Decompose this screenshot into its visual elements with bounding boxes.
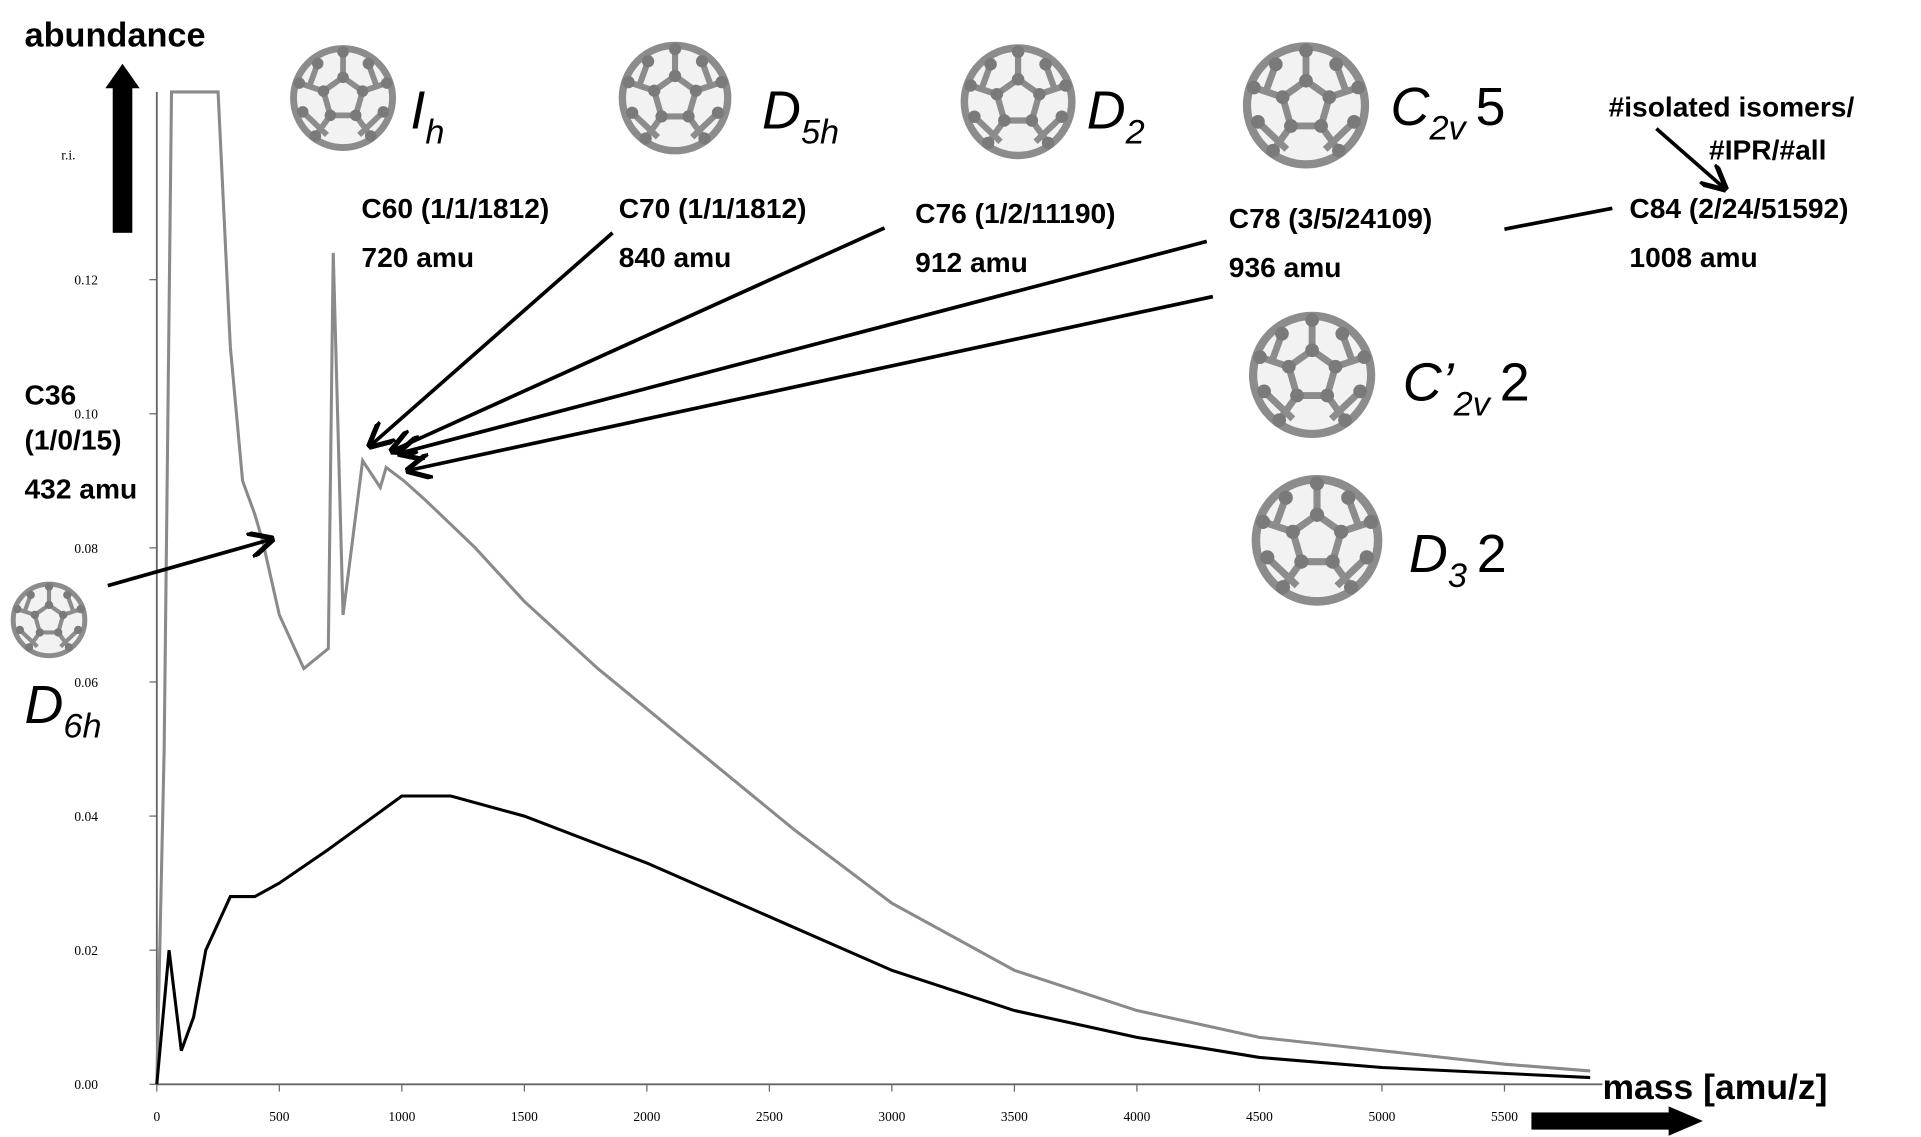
sym-sub: 3 (1448, 557, 1467, 595)
arrows (107, 127, 1725, 588)
label-line: 1008 amu (1629, 241, 1757, 273)
sym-main: D (1409, 524, 1448, 584)
sym-sub: 2 (1125, 113, 1145, 151)
arrow-c78 (408, 294, 1214, 471)
label-line: C60 (1/1/1812) (361, 192, 549, 224)
spectrum-line (155, 90, 1591, 1085)
label-line: 432 amu (25, 473, 138, 505)
icon-c60 (294, 46, 393, 147)
x-axis-title: mass [amu/z] (1602, 1067, 1827, 1107)
label-line: C70 (1/1/1812) (619, 192, 807, 224)
icon-c36 (13, 582, 85, 655)
note-line: #IPR/#all (1709, 133, 1826, 165)
icon-c78c (1256, 476, 1378, 601)
x-tick-label: 5500 (1491, 1109, 1518, 1124)
molecule-icons (13, 43, 1378, 656)
sym-main: D (1087, 81, 1126, 141)
label-line: 840 amu (619, 241, 732, 273)
y-arrow-head (105, 63, 140, 89)
x-tick-label: 2500 (756, 1109, 783, 1124)
spectrum-line (155, 794, 1591, 1085)
label-line: 720 amu (361, 241, 474, 273)
plot-area: 0.00 0.02 0.04 0.06 0.08 0.10 0.12 0 500 1000 1500… (74, 90, 1603, 1124)
y-unit: r.i. (61, 147, 75, 162)
x-tick-label: 2000 (633, 1109, 660, 1124)
sym-sub: 2v (1453, 385, 1492, 423)
x-tick-label: 500 (269, 1109, 289, 1124)
label-line: 912 amu (915, 246, 1028, 278)
sym-sub: 6h (63, 708, 101, 746)
y-tick-label: 0.12 (74, 273, 98, 288)
x-tick-label: 1000 (388, 1109, 415, 1124)
arrow-c76 (399, 239, 1208, 453)
icon-c76 (964, 45, 1071, 155)
sym-count: 2 (1500, 353, 1530, 413)
arrow-note (1655, 127, 1725, 189)
label-line: 936 amu (1229, 251, 1342, 283)
arrow-c60 (370, 231, 614, 446)
y-tick-label: 0.00 (74, 1077, 98, 1092)
symmetry-labels: D6h Ih D5h D2 C2v 5 C’2v 2 D3 2 (25, 77, 1530, 746)
x-tick-label: 5000 (1368, 1109, 1395, 1124)
y-tick-label: 0.06 (74, 675, 98, 690)
sym-count: 5 (1475, 77, 1505, 137)
label-line: (1/0/15) (25, 424, 122, 456)
y-axis-title: abundance (25, 17, 206, 55)
x-tick-label: 4500 (1246, 1109, 1273, 1124)
y-tick-label: 0.02 (74, 943, 98, 958)
sym-sub: h (425, 113, 444, 151)
icon-c78 (1247, 44, 1365, 165)
label-line: C36 (25, 378, 77, 410)
arrow-c70 (392, 226, 886, 451)
sym-main: C (1391, 77, 1431, 137)
x-tick-label: 3500 (1001, 1109, 1028, 1124)
symmetry: Ih (410, 81, 444, 152)
y-tick-label: 0.08 (74, 541, 98, 556)
y-tick-label: 0.10 (74, 407, 98, 422)
label-line: C78 (3/5/24109) (1229, 202, 1432, 234)
x-tick-label: 3000 (878, 1109, 905, 1124)
symmetry: D3 2 (1409, 524, 1507, 595)
y-tick-label: 0.04 (74, 809, 98, 824)
sym-count: 2 (1477, 524, 1507, 584)
symmetry: C2v 5 (1391, 77, 1506, 148)
x-arrow-head (1668, 1106, 1703, 1136)
symmetry: D6h (25, 675, 102, 746)
icon-c70 (622, 43, 727, 151)
sym-main: I (410, 81, 425, 141)
x-tick-label: 1500 (511, 1109, 538, 1124)
x-tick-label: 0 (153, 1109, 160, 1124)
labels: C36 (1/0/15) 432 amu C60 (1/1/1812) 720 … (25, 90, 1855, 504)
line-c84 (1504, 206, 1613, 231)
symmetry: D2 (1087, 81, 1145, 152)
x-tick-label: 4000 (1123, 1109, 1150, 1124)
symmetry: C’2v 2 (1403, 353, 1530, 424)
x-arrow (1531, 1112, 1673, 1130)
label-line: C76 (1/2/11190) (915, 197, 1115, 229)
y-arrow (112, 85, 133, 233)
sym-main: C’ (1403, 353, 1455, 413)
sym-main: D (762, 81, 801, 141)
sym-sub: 2v (1428, 110, 1467, 148)
arrow-c36 (107, 539, 272, 588)
note-line: #isolated isomers/ (1609, 90, 1855, 122)
icon-c78b (1253, 313, 1371, 434)
sym-main: D (25, 675, 64, 735)
sym-sub: 5h (801, 113, 839, 151)
label-line: C84 (2/24/51592) (1629, 192, 1848, 224)
symmetry: D5h (762, 81, 839, 152)
